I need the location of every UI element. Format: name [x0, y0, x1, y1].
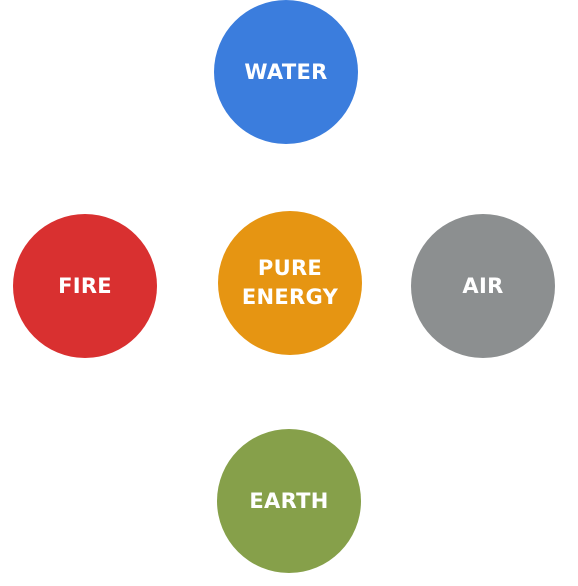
fire-circle: FIRE — [13, 214, 157, 358]
pure-energy-label-line2: ENERGY — [241, 285, 339, 309]
pure-energy-label-line1: PURE — [257, 256, 323, 280]
pure-energy-label: PURE ENERGY — [242, 254, 338, 312]
water-label: WATER — [244, 59, 328, 84]
earth-circle: EARTH — [217, 429, 361, 573]
air-label: AIR — [462, 273, 504, 298]
earth-label: EARTH — [249, 488, 329, 513]
water-circle: WATER — [214, 0, 358, 144]
pure-energy-circle: PURE ENERGY — [218, 211, 362, 355]
air-circle: AIR — [411, 214, 555, 358]
fire-label: FIRE — [58, 273, 112, 298]
